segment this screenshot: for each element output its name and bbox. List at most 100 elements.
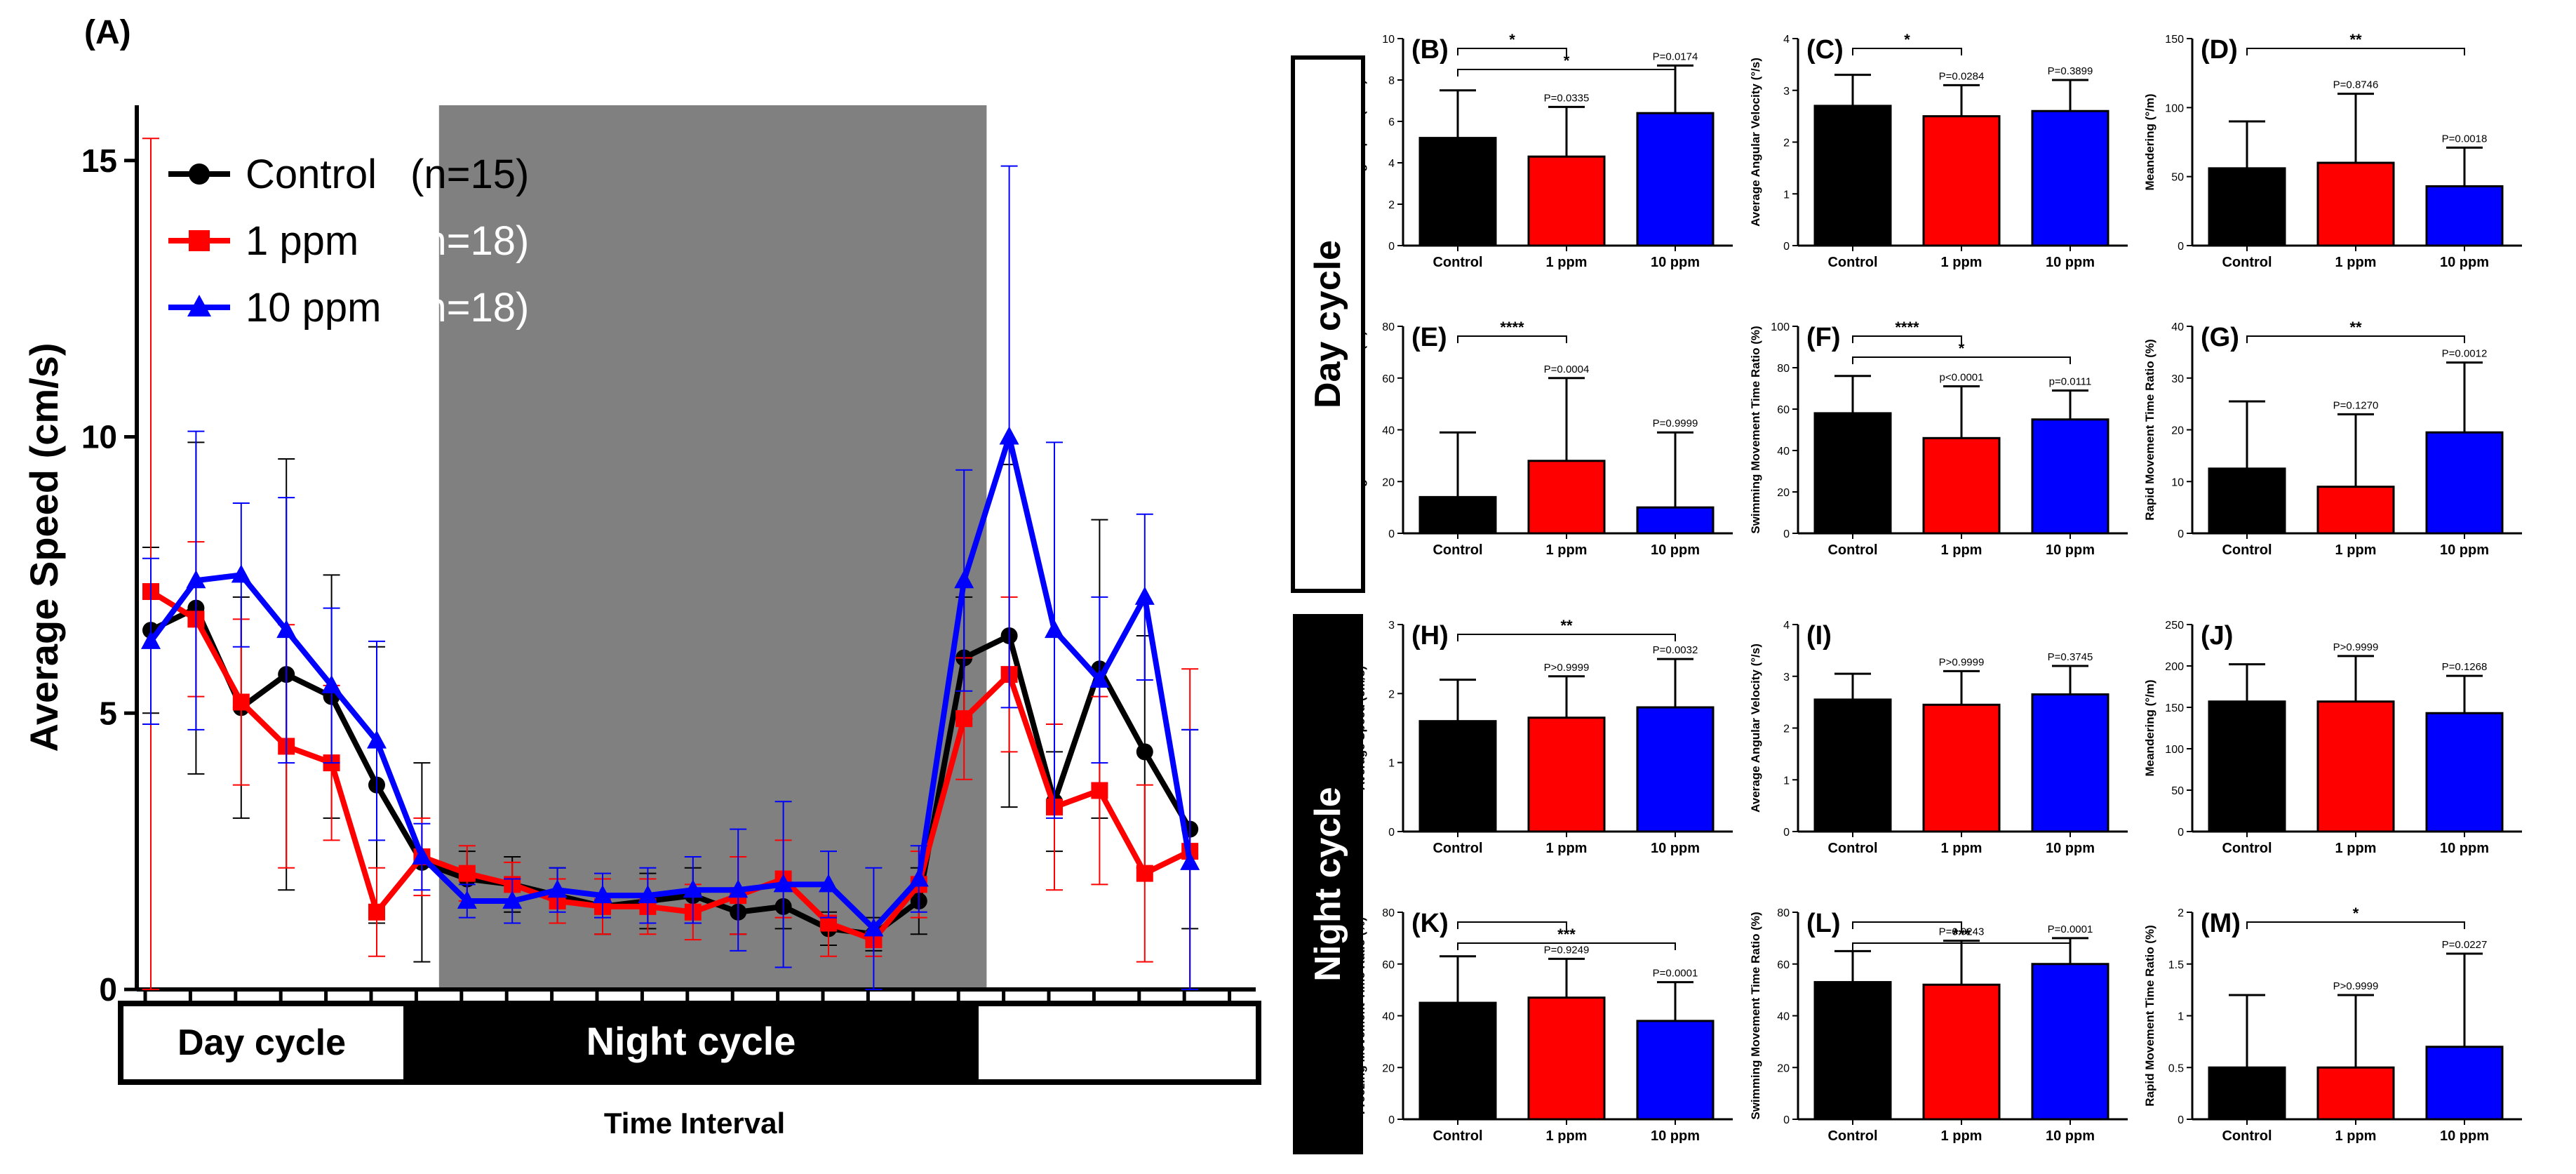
category-label: Control	[2222, 542, 2272, 558]
y-axis-label: Average Speed (cm/s)	[22, 342, 66, 752]
row-labels: Day cycle Night cycle	[1291, 55, 1365, 1154]
night-block	[403, 1003, 979, 1082]
category-label: Control	[1827, 841, 1877, 856]
significance-bracket	[1852, 48, 1962, 55]
significance-label: *	[1959, 340, 1965, 357]
bar	[1527, 460, 1606, 535]
bar	[2031, 693, 2109, 833]
y-axis-label: Meandering (°/m)	[2143, 679, 2156, 776]
p-value: P=0.0012	[2442, 348, 2488, 360]
panel-label: (J)	[2201, 621, 2233, 651]
category-label: 10 ppm	[2440, 542, 2489, 558]
bar	[1813, 981, 1892, 1121]
y-tick-label: 0	[1388, 1114, 1395, 1126]
y-tick-label: 0	[2178, 827, 2184, 839]
panel-f: Swimming Movement Time Ratio (%) 0 20 40 60 8…	[1749, 319, 2128, 558]
category-label: Control	[2222, 1128, 2272, 1144]
night-cycle-row-label: Night cycle	[1308, 787, 1348, 981]
panel-label: (E)	[1411, 323, 1447, 352]
point	[457, 890, 477, 909]
category-label: Control	[1433, 255, 1482, 270]
panel-k: Freezing Movement Time Ratio (%)02040608…	[1354, 907, 1733, 1144]
category-label: 10 ppm	[1651, 542, 1700, 558]
point	[908, 868, 929, 887]
day-cycle-label: Day cycle	[177, 1022, 346, 1063]
significance-bracket	[2246, 921, 2465, 929]
point	[593, 885, 612, 904]
point	[683, 879, 703, 898]
y-tick-label: 150	[2165, 34, 2184, 46]
bar	[1527, 996, 1606, 1121]
bar	[1636, 112, 1715, 247]
bar	[1922, 436, 2001, 535]
legend-n: (n=18)	[410, 218, 529, 264]
panel-label: (B)	[1411, 35, 1449, 65]
p-value: P>0.9999	[1544, 662, 1590, 674]
y-tick-label: 80	[1777, 363, 1790, 375]
category-label: Control	[2222, 255, 2272, 270]
y-tick-label: 1	[2178, 1011, 2184, 1023]
bar	[2316, 700, 2395, 833]
p-value: P=0.9243	[1939, 926, 1985, 938]
p-value: P=0.9999	[1653, 418, 1698, 429]
category-label: 1 ppm	[2335, 542, 2377, 558]
y-tick-label: 0	[99, 971, 117, 1008]
y-axis-label: Rapid Movement Time Ratio (%)	[2143, 925, 2156, 1107]
p-value: P=0.0335	[1544, 92, 1590, 104]
point	[819, 874, 838, 893]
significance-label: ****	[1895, 319, 1919, 336]
y-tick-label: 10	[1382, 34, 1395, 46]
bar	[1813, 698, 1892, 833]
y-tick-label: 0	[2178, 241, 2184, 253]
p-value: p<0.0001	[1940, 372, 1984, 384]
panel-label: (D)	[2201, 35, 2238, 65]
point	[412, 846, 432, 865]
y-tick-label: 5	[99, 695, 117, 731]
panel-label: (C)	[1806, 35, 1844, 65]
y-tick-label: 8	[1388, 75, 1395, 87]
y-tick-label: 150	[2165, 702, 2184, 714]
p-value: P=0.1270	[2333, 399, 2379, 411]
p-value: P=0.0018	[2442, 133, 2488, 145]
category-label: 10 ppm	[1651, 841, 1700, 856]
bar	[2208, 167, 2286, 247]
category-label: 10 ppm	[2440, 1128, 2489, 1144]
bar	[2425, 712, 2504, 833]
panel-c: Average Angular Velocity (°/s) 0 1 2 3 4 Contr…	[1749, 31, 2128, 270]
y-tick-label: 2	[1388, 688, 1395, 700]
p-value: P=0.0001	[2048, 923, 2093, 935]
y-axis-label: Average Angular Velocity (°/s)	[1749, 58, 1762, 227]
category-label: 10 ppm	[2046, 255, 2095, 270]
point	[955, 710, 973, 728]
night-cycle-box	[1293, 614, 1363, 1154]
bar	[1418, 137, 1497, 247]
panel-g: Rapid Movement Time Ratio (%) 0 10 20 30 40 Co…	[2143, 319, 2522, 558]
p-value: P>0.9999	[1939, 656, 1985, 668]
y-tick-label: 60	[1382, 959, 1395, 971]
y-tick-label: 10	[81, 419, 117, 455]
point	[1180, 851, 1200, 870]
y-tick-label: 0	[1388, 241, 1395, 253]
category-label: 1 ppm	[1941, 542, 1983, 558]
significance-bracket	[1852, 921, 1962, 929]
category-label: Control	[1827, 255, 1877, 270]
y-tick-label: 15	[81, 142, 117, 179]
night-shade	[438, 105, 987, 989]
y-tick-label: 0	[1783, 241, 1790, 253]
significance-label: ****	[1500, 319, 1524, 336]
bar	[2031, 418, 2109, 535]
significance-label: **	[2349, 31, 2362, 48]
legend-marker	[189, 164, 210, 185]
y-tick-label: 250	[2165, 620, 2184, 632]
p-value: P=0.0032	[1653, 644, 1698, 656]
significance-bracket	[1457, 634, 1676, 641]
bar	[2208, 1066, 2286, 1121]
y-axis-label: Rapid Movement Time Ratio (%)	[2143, 339, 2156, 521]
category-label: 10 ppm	[2046, 1128, 2095, 1144]
y-tick-label: 40	[1777, 1011, 1790, 1023]
y-tick-label: 0	[2178, 528, 2184, 540]
panel-label: (G)	[2201, 323, 2239, 352]
